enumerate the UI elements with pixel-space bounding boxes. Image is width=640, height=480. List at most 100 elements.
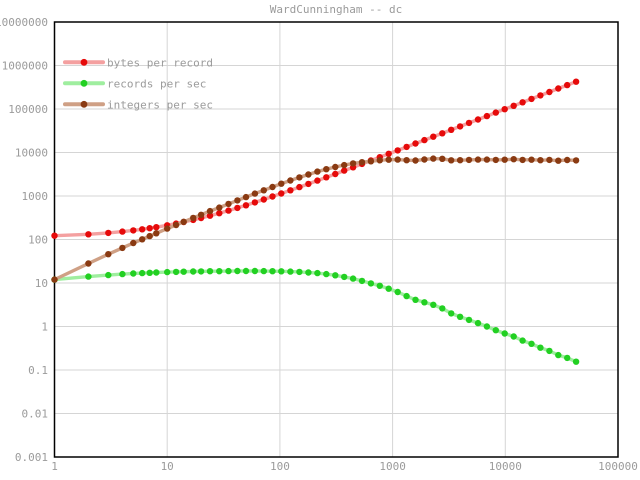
plot-border: [53, 21, 619, 458]
series-dot: [430, 301, 437, 308]
series-dot: [323, 166, 330, 173]
series-dot: [242, 202, 250, 209]
series-dot: [190, 214, 197, 222]
series-dot: [537, 344, 544, 351]
series-dot: [314, 269, 321, 277]
series-dot: [278, 180, 285, 187]
series-dot: [385, 156, 392, 163]
series-dot: [483, 323, 491, 330]
series-dot: [251, 190, 259, 197]
series-dot: [465, 119, 473, 127]
series-dot: [439, 130, 446, 137]
y-tick-label: 100: [28, 234, 48, 247]
series-dot: [130, 239, 137, 247]
series-dot: [130, 227, 137, 234]
series-dot: [153, 230, 160, 237]
series-dot: [358, 277, 366, 285]
series-dot: [153, 269, 160, 276]
series-dot: [269, 268, 276, 275]
series-dot: [465, 156, 473, 164]
series-dot: [394, 156, 401, 163]
series-dot: [225, 267, 232, 275]
y-tick-label: 10000: [15, 147, 48, 160]
y-tick-label: 0.001: [15, 451, 48, 464]
x-tick-label: 10: [161, 460, 174, 473]
series-dot: [501, 330, 508, 337]
x-tick-label: 1000: [379, 460, 406, 473]
y-tick-label: 100000: [8, 103, 48, 116]
series-dot: [349, 275, 357, 282]
series-dot: [146, 232, 153, 240]
x-tick-label: 1: [51, 460, 58, 473]
series-dot: [421, 156, 428, 163]
series-dot: [180, 268, 187, 275]
series-dot: [564, 81, 571, 89]
series-dot: [216, 204, 223, 211]
series-dot: [296, 174, 303, 181]
series-dot: [564, 354, 571, 362]
series-dot: [130, 270, 137, 277]
series-dot: [492, 109, 499, 116]
series-dot: [439, 155, 446, 162]
y-tick-label: 1: [41, 321, 48, 334]
series-dot: [456, 157, 464, 164]
series-dot: [358, 159, 366, 166]
series-dot: [105, 251, 112, 258]
series-dot: [367, 158, 375, 165]
series-dot: [448, 126, 455, 133]
series-dot: [146, 225, 153, 232]
series-dot: [190, 268, 197, 275]
series-dot: [448, 310, 455, 317]
series-dot: [323, 270, 330, 278]
series-dot: [483, 112, 491, 120]
series-dot: [403, 292, 410, 300]
series-dot: [385, 150, 392, 157]
series-dot: [278, 268, 285, 275]
series-dot: [430, 155, 437, 162]
series-dot: [225, 200, 232, 208]
series-dot: [430, 133, 437, 140]
series-dot: [296, 268, 303, 276]
series-dot: [105, 229, 112, 237]
series-dot: [546, 347, 553, 355]
series-dot: [376, 282, 383, 289]
series-dot: [385, 285, 392, 292]
series-dot: [119, 228, 126, 235]
series-dot: [242, 193, 250, 201]
y-tick-label: 1000: [22, 190, 49, 203]
series-dot: [474, 116, 482, 123]
series-dot: [225, 207, 232, 214]
series-dot: [296, 183, 303, 191]
series-dot: [564, 156, 571, 164]
series-dot: [251, 199, 259, 206]
y-tick-label: 10: [35, 277, 48, 290]
legend-label: integers per sec: [107, 98, 213, 111]
series-dot: [260, 267, 267, 275]
series-line: [52, 156, 578, 282]
series-dot: [555, 351, 562, 359]
series-line: [52, 269, 578, 364]
series-dot: [528, 95, 535, 103]
series-dot: [119, 270, 126, 278]
series-dot: [197, 211, 205, 218]
series-dot: [51, 232, 58, 239]
series-dot: [139, 226, 146, 233]
series-dot: [555, 157, 562, 164]
series-dot: [341, 167, 348, 174]
series-dot: [206, 268, 214, 275]
series-dot: [528, 156, 535, 163]
legend-sample-dot: [80, 58, 88, 66]
series-dot: [164, 268, 171, 276]
series-dot: [153, 224, 160, 231]
series-dot: [314, 177, 321, 184]
series-dot: [519, 99, 526, 106]
series-dot: [341, 273, 348, 281]
chart-title: WardCunningham -- dc: [270, 3, 402, 16]
series-dot: [287, 187, 294, 194]
legend-sample-dot: [80, 79, 88, 87]
series-dot: [510, 102, 517, 110]
x-tick-label: 100: [270, 460, 290, 473]
series-dot: [216, 210, 223, 217]
series-dot: [305, 269, 312, 276]
series-dot: [403, 157, 410, 164]
